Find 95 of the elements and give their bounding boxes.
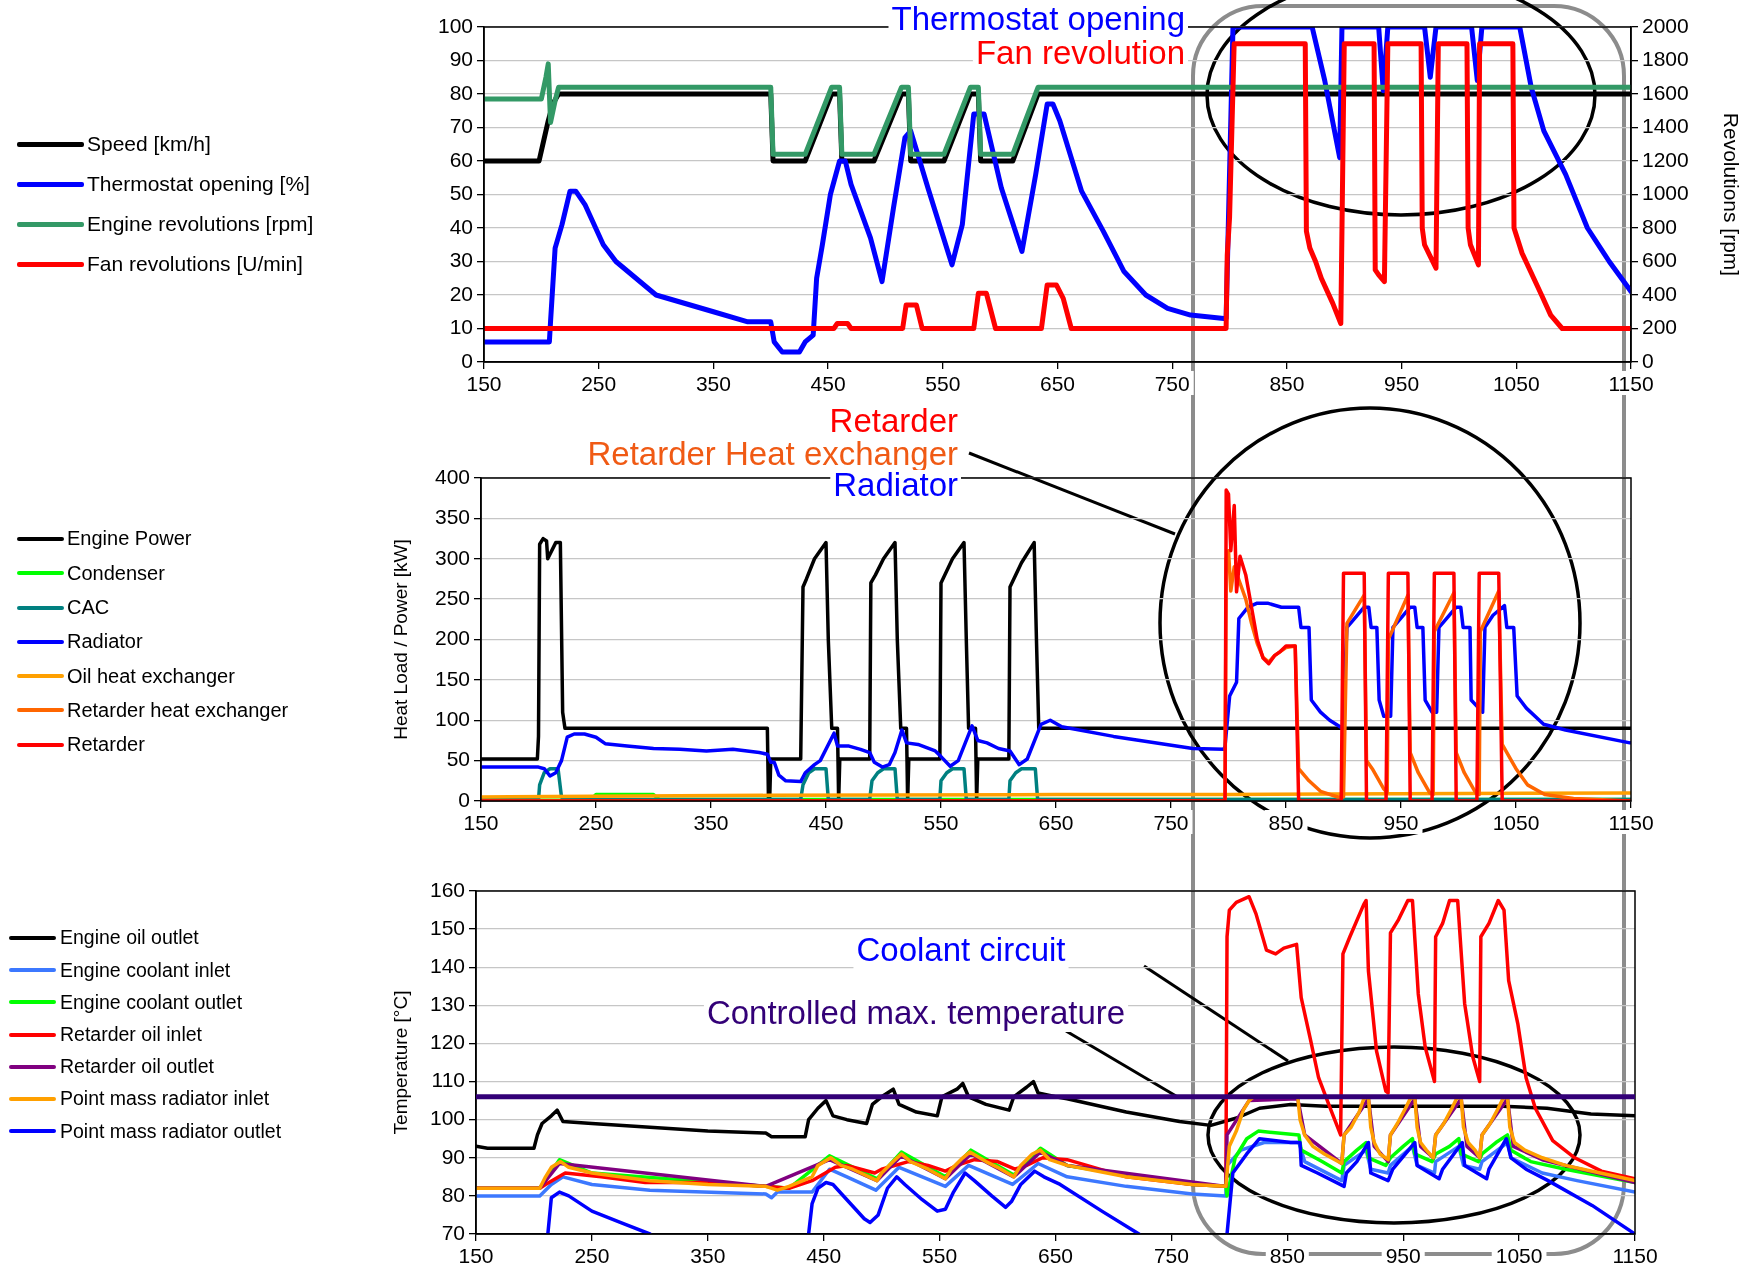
x-tick-label: 250 bbox=[581, 372, 617, 396]
annotation: Coolant circuit bbox=[856, 931, 1066, 969]
ref-line-label: Controlled max. temperature bbox=[706, 994, 1126, 1032]
x-tick-label: 950 bbox=[1383, 811, 1419, 835]
x-tick-label: 350 bbox=[693, 811, 729, 835]
y-tick-label: 250 bbox=[434, 585, 470, 609]
x-tick-label: 650 bbox=[1037, 1244, 1074, 1268]
y-tick-label: 30 bbox=[449, 248, 473, 272]
y-tick-label: 100 bbox=[429, 1106, 465, 1130]
x-tick-label: 850 bbox=[1269, 372, 1305, 396]
y-tick-label: 80 bbox=[449, 80, 473, 104]
legend-label: Fan revolutions [U/min] bbox=[87, 252, 303, 276]
y-tick-label: 160 bbox=[429, 877, 465, 901]
x-tick-label: 1050 bbox=[1492, 372, 1540, 396]
y-axis-title: Temperature [°C] bbox=[389, 990, 411, 1135]
y-tick-label: 140 bbox=[429, 954, 465, 978]
y2-tick-label: 1000 bbox=[1642, 181, 1689, 205]
y-tick-label: 70 bbox=[449, 114, 473, 138]
y-axis-title: Heat Load / Power [kW] bbox=[389, 539, 411, 740]
legend-label: Speed [km/h] bbox=[87, 132, 211, 156]
y2-tick-label: 1200 bbox=[1642, 147, 1689, 171]
y-tick-label: 400 bbox=[434, 464, 470, 488]
y-tick-label: 0 bbox=[461, 348, 473, 372]
y-tick-label: 70 bbox=[441, 1220, 465, 1244]
legend-label: Condenser bbox=[67, 561, 165, 585]
x-tick-label: 550 bbox=[922, 1244, 958, 1268]
y-tick-label: 50 bbox=[449, 181, 473, 205]
y-tick-label: 150 bbox=[434, 666, 470, 690]
y2-tick-label: 0 bbox=[1642, 348, 1654, 372]
x-tick-label: 550 bbox=[923, 811, 959, 835]
y-tick-label: 100 bbox=[437, 13, 473, 37]
y-tick-label: 120 bbox=[429, 1030, 465, 1054]
legend-label: Point mass radiator outlet bbox=[60, 1119, 282, 1143]
x-tick-label: 450 bbox=[806, 1244, 842, 1268]
legend-label: Retarder oil inlet bbox=[60, 1023, 202, 1047]
x-tick-label: 1050 bbox=[1492, 811, 1540, 835]
y-tick-label: 200 bbox=[434, 626, 470, 650]
x-tick-label: 750 bbox=[1153, 811, 1189, 835]
x-tick-label: 1150 bbox=[1608, 372, 1654, 396]
legend-label: Engine coolant outlet bbox=[60, 990, 243, 1014]
y-tick-label: 150 bbox=[429, 915, 465, 939]
y2-tick-label: 1600 bbox=[1642, 80, 1689, 104]
y2-axis-title: Revolutions [rpm] bbox=[1719, 112, 1743, 277]
legend-label: Engine oil outlet bbox=[60, 926, 199, 950]
y-tick-label: 80 bbox=[441, 1182, 465, 1206]
x-tick-label: 450 bbox=[808, 811, 844, 835]
y-tick-label: 130 bbox=[429, 992, 465, 1016]
x-tick-label: 650 bbox=[1038, 811, 1074, 835]
y-tick-label: 100 bbox=[434, 707, 470, 731]
y2-tick-label: 1400 bbox=[1642, 114, 1689, 138]
legend-label: Thermostat opening [%] bbox=[87, 172, 310, 196]
legend-label: Radiator bbox=[67, 630, 143, 654]
x-tick-label: 950 bbox=[1385, 1244, 1421, 1268]
x-tick-label: 1150 bbox=[1612, 1244, 1658, 1268]
x-tick-label: 950 bbox=[1384, 372, 1420, 396]
x-tick-label: 450 bbox=[810, 372, 846, 396]
x-tick-label: 1050 bbox=[1495, 1244, 1543, 1268]
x-tick-label: 1150 bbox=[1608, 811, 1654, 835]
y2-tick-label: 2000 bbox=[1642, 13, 1689, 37]
x-tick-label: 250 bbox=[578, 811, 614, 835]
x-tick-label: 350 bbox=[690, 1244, 726, 1268]
y2-tick-label: 800 bbox=[1642, 214, 1678, 238]
y-tick-label: 90 bbox=[441, 1144, 465, 1168]
legend-label: Retarder heat exchanger bbox=[67, 698, 289, 722]
y-tick-label: 0 bbox=[458, 787, 470, 811]
y2-tick-label: 1800 bbox=[1642, 47, 1689, 71]
annotation: Thermostat opening bbox=[891, 0, 1185, 38]
x-tick-label: 850 bbox=[1269, 1244, 1305, 1268]
legend-label: Retarder bbox=[67, 733, 145, 757]
legend-label: Engine revolutions [rpm] bbox=[87, 212, 314, 236]
y-tick-label: 350 bbox=[434, 505, 470, 529]
x-tick-label: 250 bbox=[574, 1244, 610, 1268]
y-tick-label: 40 bbox=[449, 214, 473, 238]
x-tick-label: 850 bbox=[1268, 811, 1304, 835]
legend-label: Engine coolant inlet bbox=[60, 958, 231, 982]
y-tick-label: 110 bbox=[431, 1068, 465, 1092]
legend-label: Oil heat exchanger bbox=[67, 664, 235, 688]
x-tick-label: 650 bbox=[1039, 372, 1076, 396]
legend-label: CAC bbox=[67, 596, 110, 620]
x-tick-label: 750 bbox=[1154, 372, 1190, 396]
y-tick-label: 60 bbox=[449, 147, 473, 171]
y2-tick-label: 200 bbox=[1642, 315, 1678, 339]
y-tick-label: 90 bbox=[449, 47, 473, 71]
legend-label: Retarder oil outlet bbox=[60, 1055, 214, 1079]
y2-tick-label: 600 bbox=[1642, 248, 1678, 272]
x-tick-label: 550 bbox=[925, 372, 961, 396]
x-tick-label: 750 bbox=[1153, 1244, 1189, 1268]
x-tick-label: 350 bbox=[695, 372, 731, 396]
legend-label: Point mass radiator inlet bbox=[60, 1087, 270, 1111]
y-tick-label: 10 bbox=[449, 315, 473, 339]
y-tick-label: 50 bbox=[446, 747, 470, 771]
y-tick-label: 300 bbox=[434, 545, 470, 569]
y2-tick-label: 400 bbox=[1642, 281, 1678, 305]
y-tick-label: 20 bbox=[449, 281, 473, 305]
legend-label: Engine Power bbox=[67, 527, 192, 551]
